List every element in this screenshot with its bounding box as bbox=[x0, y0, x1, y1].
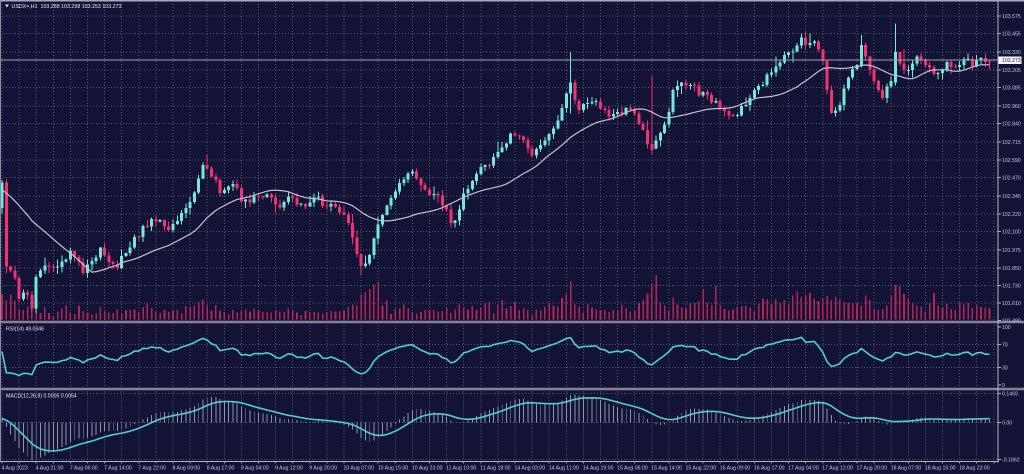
svg-text:101.850: 101.850 bbox=[1002, 266, 1021, 272]
svg-text:4 Aug 2023: 4 Aug 2023 bbox=[2, 466, 28, 472]
svg-text:102.345: 102.345 bbox=[1002, 194, 1021, 200]
svg-text:USDX=,H1 103.288 103.298 103.: USDX=,H1 103.288 103.298 103.253 103.273 bbox=[12, 4, 122, 10]
svg-text:4 Aug 21:00: 4 Aug 21:00 bbox=[36, 466, 64, 472]
svg-text:18 Aug 15:00: 18 Aug 15:00 bbox=[925, 466, 956, 472]
svg-text:14 Aug 11:00: 14 Aug 11:00 bbox=[549, 466, 579, 472]
svg-text:8 Aug 09:00: 8 Aug 09:00 bbox=[173, 466, 201, 472]
svg-text:101.975: 101.975 bbox=[1002, 248, 1021, 254]
svg-text:102.590: 102.590 bbox=[1002, 158, 1021, 164]
svg-text:102.470: 102.470 bbox=[1002, 176, 1021, 182]
svg-text:7 Aug 22:00: 7 Aug 22:00 bbox=[138, 466, 166, 472]
svg-text:30: 30 bbox=[1002, 366, 1008, 372]
svg-text:0.1469: 0.1469 bbox=[1002, 391, 1018, 397]
svg-text:10 Aug 15:00: 10 Aug 15:00 bbox=[378, 466, 409, 472]
svg-text:100: 100 bbox=[1002, 325, 1011, 331]
svg-text:RSI(14) 49.0346: RSI(14) 49.0346 bbox=[6, 327, 44, 333]
svg-text:103.205: 103.205 bbox=[1002, 68, 1021, 74]
svg-text:101.730: 101.730 bbox=[1002, 284, 1021, 290]
svg-text:MACD(12,26,9) 0.0005 0.0054: MACD(12,26,9) 0.0005 0.0054 bbox=[6, 394, 77, 400]
svg-text:11 Aug 10:00: 11 Aug 10:00 bbox=[446, 466, 476, 472]
svg-text:9 Aug 12:00: 9 Aug 12:00 bbox=[275, 466, 303, 472]
svg-text:16 Aug 09:00: 16 Aug 09:00 bbox=[720, 466, 751, 472]
svg-text:103.455: 103.455 bbox=[1002, 32, 1021, 38]
svg-text:17 Aug 04:00: 17 Aug 04:00 bbox=[788, 466, 819, 472]
svg-text:11 Aug 18:00: 11 Aug 18:00 bbox=[480, 466, 510, 472]
svg-text:16 Aug 17:00: 16 Aug 17:00 bbox=[754, 466, 785, 472]
svg-text:14 Aug 19:00: 14 Aug 19:00 bbox=[583, 466, 614, 472]
svg-text:-0.1862: -0.1862 bbox=[1002, 458, 1020, 464]
svg-text:70: 70 bbox=[1002, 343, 1008, 349]
svg-text:7 Aug 06:00: 7 Aug 06:00 bbox=[70, 466, 98, 472]
svg-text:0.00: 0.00 bbox=[1002, 421, 1012, 427]
svg-text:102.840: 102.840 bbox=[1002, 122, 1021, 128]
svg-text:7 Aug 14:00: 7 Aug 14:00 bbox=[104, 466, 132, 472]
svg-text:10 Aug 23:00: 10 Aug 23:00 bbox=[412, 466, 443, 472]
svg-text:103.085: 103.085 bbox=[1002, 86, 1021, 92]
svg-text:101.610: 101.610 bbox=[1002, 301, 1021, 307]
svg-text:102.100: 102.100 bbox=[1002, 230, 1021, 236]
svg-text:18 Aug 07:00: 18 Aug 07:00 bbox=[891, 466, 922, 472]
svg-text:9 Aug 04:00: 9 Aug 04:00 bbox=[241, 466, 269, 472]
svg-text:17 Aug 20:00: 17 Aug 20:00 bbox=[857, 466, 888, 472]
svg-text:18 Aug 23:00: 18 Aug 23:00 bbox=[959, 466, 990, 472]
svg-text:15 Aug 22:00: 15 Aug 22:00 bbox=[686, 466, 717, 472]
svg-text:103.575: 103.575 bbox=[1002, 14, 1021, 20]
svg-text:101.490: 101.490 bbox=[1002, 319, 1021, 325]
svg-text:14 Aug 03:00: 14 Aug 03:00 bbox=[515, 466, 546, 472]
svg-text:103.330: 103.330 bbox=[1002, 50, 1021, 56]
svg-text:102.960: 102.960 bbox=[1002, 104, 1021, 110]
svg-text:17 Aug 12:00: 17 Aug 12:00 bbox=[822, 466, 853, 472]
svg-text:9 Aug 20:00: 9 Aug 20:00 bbox=[309, 466, 337, 472]
svg-text:10 Aug 07:00: 10 Aug 07:00 bbox=[344, 466, 375, 472]
svg-text:103.273: 103.273 bbox=[1002, 58, 1021, 64]
svg-text:102.715: 102.715 bbox=[1002, 140, 1021, 146]
svg-text:15 Aug 14:00: 15 Aug 14:00 bbox=[651, 466, 682, 472]
svg-text:8 Aug 17:00: 8 Aug 17:00 bbox=[207, 466, 235, 472]
svg-text:102.220: 102.220 bbox=[1002, 212, 1021, 218]
svg-text:15 Aug 06:00: 15 Aug 06:00 bbox=[617, 466, 648, 472]
svg-text:0: 0 bbox=[1002, 383, 1005, 389]
